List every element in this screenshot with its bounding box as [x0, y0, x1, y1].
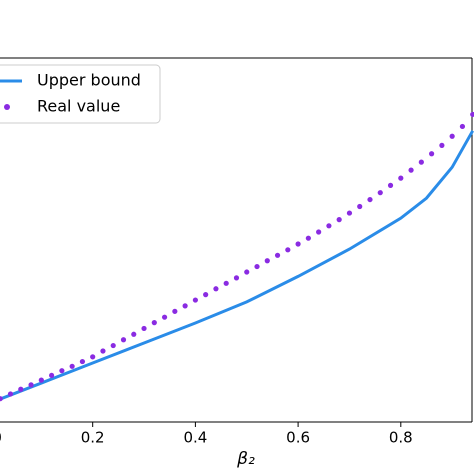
data-point	[387, 182, 394, 188]
data-point	[213, 286, 219, 292]
data-point	[203, 292, 209, 298]
data-point	[285, 247, 291, 253]
data-point	[18, 386, 24, 392]
data-point	[120, 337, 127, 343]
legend-label: Upper bound	[37, 71, 141, 90]
data-point	[459, 123, 466, 130]
x-tick-label: 0.2	[81, 429, 105, 447]
data-point	[100, 348, 106, 354]
x-axis-label: β₂	[236, 449, 255, 469]
data-point	[79, 358, 86, 365]
data-point	[357, 203, 363, 210]
data-point	[377, 190, 383, 196]
data-point	[439, 142, 445, 148]
data-point	[316, 229, 322, 235]
data-point	[131, 331, 137, 337]
x-tick-label: 0.0	[0, 429, 2, 447]
x-tick-label: 0.8	[389, 429, 413, 447]
data-point	[28, 382, 34, 388]
data-point	[429, 151, 435, 157]
x-tick-label: 0.6	[286, 429, 310, 447]
data-point	[141, 325, 147, 332]
data-point	[233, 275, 240, 281]
data-point	[223, 280, 229, 286]
data-point	[346, 210, 353, 216]
data-point	[110, 342, 116, 349]
data-point	[182, 303, 188, 309]
data-point	[161, 314, 168, 320]
data-point	[367, 196, 373, 203]
legend-box	[0, 64, 161, 124]
data-point	[470, 111, 474, 118]
data-point	[49, 372, 55, 379]
legend-marker	[4, 104, 10, 110]
data-point	[0, 396, 3, 402]
data-point	[244, 269, 250, 275]
data-point	[295, 241, 301, 247]
data-point	[398, 175, 404, 181]
data-point	[418, 159, 424, 165]
legend-label: Real value	[37, 97, 120, 116]
data-point	[69, 363, 75, 369]
x-tick-label: 0.4	[183, 429, 207, 447]
data-point	[305, 235, 311, 241]
line-series	[0, 130, 474, 401]
data-point	[336, 217, 342, 223]
data-point	[151, 320, 157, 326]
data-point	[90, 354, 96, 360]
data-point	[274, 252, 281, 258]
data-point	[254, 263, 260, 270]
data-point	[264, 258, 270, 264]
data-point	[326, 223, 332, 229]
data-point	[408, 167, 414, 173]
data-point	[7, 391, 14, 397]
data-point	[449, 133, 455, 139]
data-point	[192, 297, 198, 303]
data-point	[172, 308, 178, 314]
data-point	[38, 377, 44, 383]
data-point	[59, 368, 65, 374]
